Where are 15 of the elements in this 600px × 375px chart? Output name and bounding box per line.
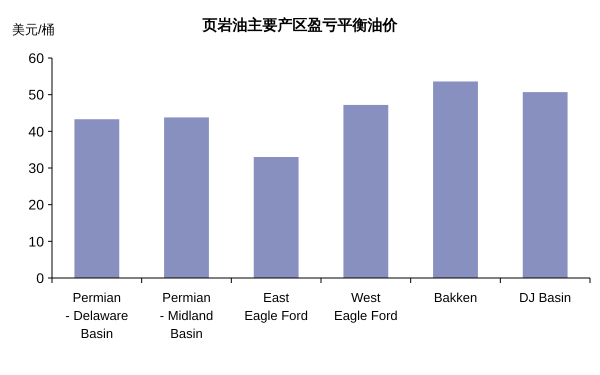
ytick: 30: [28, 160, 44, 176]
xtick: Permian - Midland Basin: [160, 290, 214, 341]
ylabel: 美元/桶: [12, 22, 55, 37]
ytick: 60: [28, 50, 44, 66]
xtick: Permian - Delaware Basin: [65, 290, 128, 341]
xtick: Bakken: [434, 290, 478, 305]
ytick: 50: [28, 86, 44, 103]
xtick: East Eagle Ford: [244, 290, 308, 323]
ytick: 40: [28, 123, 44, 140]
ytick: 20: [28, 196, 44, 213]
title: 页岩油主要产区盈亏平衡油价: [202, 17, 398, 34]
ytick: 10: [28, 233, 44, 250]
xtick: West Eagle Ford: [334, 290, 398, 323]
ytick: 0: [36, 270, 44, 286]
xtick: DJ Basin: [519, 290, 572, 305]
